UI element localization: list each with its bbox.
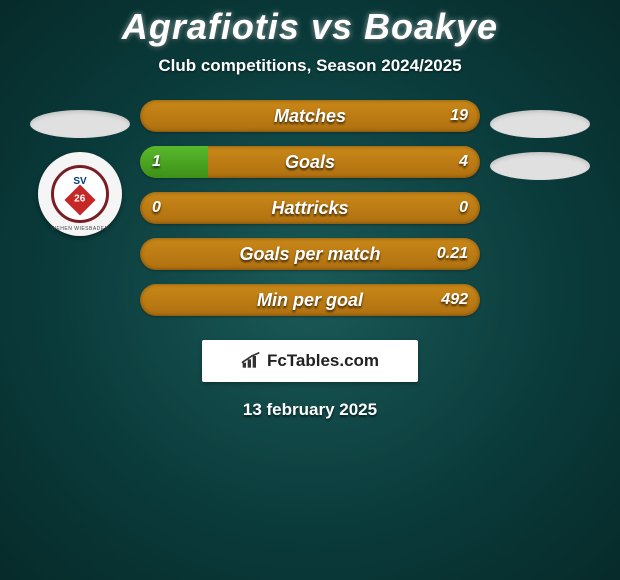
page-title: Agrafiotis vs Boakye [0,6,620,48]
stat-bar-fill [140,146,208,178]
stats-panel: SV 26 WEHEN WIESBADEN Matches19 1Goals4 0H… [0,100,620,316]
stat-bar: Min per goal492 [140,284,480,316]
team-crest-inner: SV 26 [51,165,109,223]
crest-ring-text: WEHEN WIESBADEN [51,226,109,232]
stat-value-left: 1 [152,146,161,178]
stat-label: Min per goal [140,284,480,316]
stat-value-left: 0 [152,192,161,224]
stat-value-right: 492 [441,284,468,316]
stat-value-right: 4 [459,146,468,178]
date-text: 13 february 2025 [0,400,620,420]
subtitle: Club competitions, Season 2024/2025 [0,56,620,76]
stat-bar: Matches19 [140,100,480,132]
chart-icon [241,352,261,370]
right-column [490,100,590,180]
stat-bar: 1Goals4 [140,146,480,178]
left-column: SV 26 WEHEN WIESBADEN [30,100,130,236]
stat-bar: Goals per match0.21 [140,238,480,270]
stat-value-right: 0.21 [437,238,468,270]
branding-badge: FcTables.com [202,340,418,382]
player-left-name: Agrafiotis [122,6,300,47]
branding-text: FcTables.com [267,351,379,371]
stat-label: Goals per match [140,238,480,270]
player-right-name: Boakye [364,6,498,47]
stat-bars: Matches19 1Goals4 0Hattricks0 Goals per mat… [140,100,480,316]
stat-value-right: 0 [459,192,468,224]
stat-value-right: 19 [450,100,468,132]
container: Agrafiotis vs Boakye Club competitions, … [0,0,620,580]
vs-text: vs [311,6,353,47]
crest-diamond-text: 26 [74,195,85,205]
stat-label: Matches [140,100,480,132]
stat-bar: 0Hattricks0 [140,192,480,224]
crest-diamond: 26 [64,184,95,215]
player-left-avatar-placeholder [30,110,130,138]
stat-label: Hattricks [140,192,480,224]
team-crest-left: SV 26 WEHEN WIESBADEN [38,152,122,236]
player-right-avatar-placeholder [490,110,590,138]
team-crest-right-placeholder [490,152,590,180]
